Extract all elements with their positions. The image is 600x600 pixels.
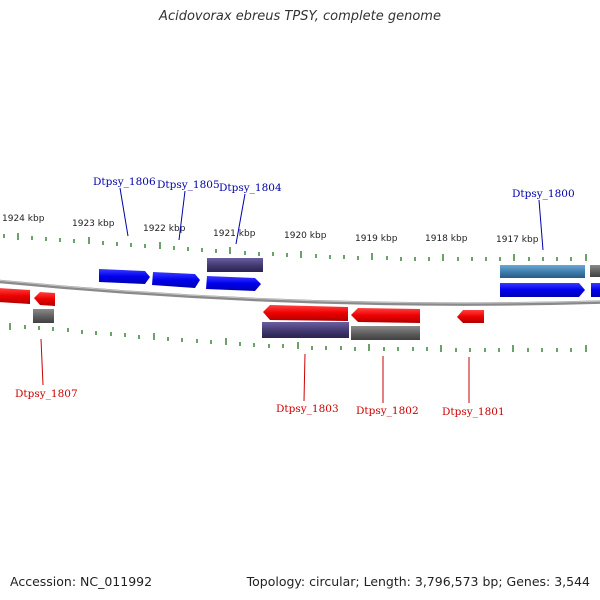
scale-label: 1917 kbp — [496, 235, 539, 245]
grey-feature[interactable] — [351, 326, 420, 340]
gene-arrow-edge[interactable] — [591, 283, 600, 297]
gene-arrow-dtpsy-1805[interactable] — [152, 272, 200, 288]
gene-label-dtpsy-1803[interactable]: Dtpsy_1803 — [276, 403, 339, 415]
bottom-tick-track — [9, 323, 587, 352]
gene-arrow-dtpsy-1807[interactable] — [34, 292, 55, 306]
gene-label-dtpsy-1805[interactable]: Dtpsy_1805 — [157, 179, 220, 191]
gene-label-dtpsy-1804[interactable]: Dtpsy_1804 — [219, 182, 282, 194]
gene-arrow-dtpsy-1804[interactable] — [206, 276, 261, 291]
gene-arrow-dtpsy-1803[interactable] — [263, 305, 348, 321]
gene-label-dtpsy-1800[interactable]: Dtpsy_1800 — [512, 188, 575, 200]
gene-label-dtpsy-1806[interactable]: Dtpsy_1806 — [93, 176, 156, 188]
grey-feature[interactable] — [33, 309, 54, 323]
gene-arrow-dtpsy-1806[interactable] — [99, 269, 150, 284]
genome-title: Acidovorax ebreus TPSY, complete genome — [159, 9, 441, 24]
accession-label: Accession: NC_011992 — [10, 574, 153, 589]
top-tick-track — [3, 233, 587, 261]
rna-feature[interactable] — [262, 322, 349, 338]
steel-feature[interactable] — [500, 265, 585, 278]
gene-label-dtpsy-1801[interactable]: Dtpsy_1801 — [442, 406, 505, 418]
reverse-strand-features — [0, 288, 484, 340]
scale-label: 1924 kbp — [2, 214, 45, 224]
scale-label: 1919 kbp — [355, 234, 398, 244]
grey-feature[interactable] — [590, 265, 600, 277]
genome-backbone — [0, 279, 600, 306]
scale-label: 1923 kbp — [72, 219, 115, 229]
scale-label: 1921 kbp — [213, 229, 256, 239]
leader-lines — [40, 187, 544, 403]
scale-labels: 1924 kbp 1923 kbp 1922 kbp 1921 kbp 1920… — [2, 214, 539, 245]
gene-label-dtpsy-1807[interactable]: Dtpsy_1807 — [15, 388, 78, 400]
gene-arrow-dtpsy-1802[interactable] — [351, 308, 420, 323]
forward-strand-features — [99, 258, 600, 297]
gene-arrow-dtpsy-1801[interactable] — [457, 310, 484, 323]
scale-label: 1922 kbp — [143, 224, 186, 234]
scale-label: 1920 kbp — [284, 231, 327, 241]
gene-labels: Dtpsy_1806 Dtpsy_1805 Dtpsy_1804 Dtpsy_1… — [15, 176, 575, 418]
rna-feature[interactable] — [207, 258, 263, 272]
gene-arrow-left-edge[interactable] — [0, 288, 30, 304]
gene-label-dtpsy-1802[interactable]: Dtpsy_1802 — [356, 405, 419, 417]
genome-summary: Topology: circular; Length: 3,796,573 bp… — [246, 574, 590, 589]
gene-arrow-dtpsy-1800[interactable] — [500, 283, 585, 297]
scale-label: 1918 kbp — [425, 234, 468, 244]
